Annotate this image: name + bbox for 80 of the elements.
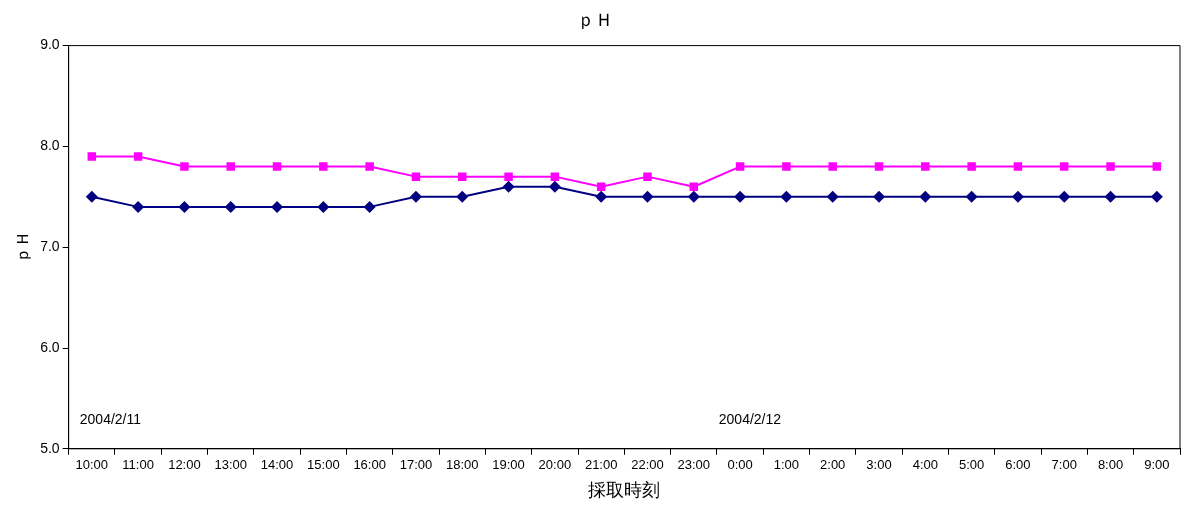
x-tick-label: 10:00: [75, 457, 109, 473]
point: [178, 200, 191, 213]
point: [85, 190, 98, 203]
chart-title: ｐＨ: [577, 9, 613, 30]
point: [456, 190, 469, 203]
y-tick-label: 7.0: [40, 238, 60, 255]
point: [595, 190, 608, 203]
point: [317, 200, 330, 213]
x-tick-label: 7:00: [1051, 457, 1077, 473]
point: [735, 162, 745, 171]
x-tick-label: 23:00: [677, 457, 711, 473]
point: [504, 172, 513, 181]
annotation: 2004/2/11: [79, 411, 142, 428]
x-tick-label: 20:00: [538, 457, 572, 473]
point: [224, 200, 237, 213]
point: [874, 162, 884, 171]
x-tick-label: 18:00: [445, 457, 479, 473]
point: [1104, 190, 1117, 203]
point: [133, 152, 143, 161]
x-tick-label: 17:00: [399, 457, 433, 473]
point: [780, 190, 793, 203]
x-tick-label: 19:00: [492, 457, 525, 473]
point: [180, 162, 189, 171]
point: [641, 190, 654, 203]
x-tick-label: 13:00: [214, 457, 248, 473]
y-tick-label: 5.0: [40, 439, 60, 456]
point: [550, 172, 560, 181]
x-tick-label: 9:00: [1144, 457, 1170, 473]
x-tick-label: 6:00: [1005, 457, 1031, 473]
point: [272, 162, 282, 171]
point: [1150, 190, 1163, 203]
x-tick-label: 2:00: [820, 457, 846, 473]
x-tick-label: 1:00: [773, 457, 800, 473]
point: [873, 190, 886, 203]
x-tick-label: 14:00: [260, 457, 294, 473]
x-tick-label: 0:00: [727, 457, 753, 473]
y-tick-label: 6.0: [40, 338, 60, 355]
point: [319, 162, 328, 171]
point: [502, 180, 515, 193]
y-tick-label: 8.0: [40, 137, 60, 154]
point: [643, 172, 652, 181]
point: [548, 180, 561, 193]
point: [1059, 162, 1069, 171]
point: [919, 190, 932, 203]
point: [1152, 162, 1162, 171]
point: [828, 162, 837, 171]
point: [1106, 162, 1115, 171]
x-tick-label: 11:00: [122, 457, 154, 473]
point: [596, 182, 606, 191]
x-tick-label: 3:00: [866, 457, 892, 473]
point: [921, 162, 930, 171]
point: [363, 200, 376, 213]
point: [409, 190, 422, 203]
point: [687, 190, 700, 203]
x-tick-label: 22:00: [631, 457, 664, 473]
annotation: 2004/2/12: [718, 411, 782, 428]
point: [967, 162, 976, 171]
point: [689, 182, 699, 191]
point: [365, 162, 374, 171]
point: [1011, 190, 1024, 203]
y-tick-label: 9.0: [40, 36, 60, 53]
x-tick-label: 5:00: [958, 457, 985, 473]
point: [782, 162, 791, 171]
point: [1013, 162, 1023, 171]
x-axis-title: 採取時刻: [588, 480, 661, 501]
x-tick-label: 16:00: [353, 457, 386, 473]
point: [826, 190, 839, 203]
x-tick-label: 15:00: [307, 457, 340, 473]
point: [226, 162, 235, 171]
y-axis-title: ｐＨ: [14, 231, 32, 264]
x-tick-label: 12:00: [168, 457, 201, 473]
x-tick-label: 8:00: [1097, 457, 1124, 473]
x-tick-label: 4:00: [912, 457, 938, 473]
point: [734, 190, 747, 203]
point: [411, 172, 421, 181]
x-tick-label: 21:00: [584, 457, 618, 473]
point: [458, 172, 467, 181]
point: [965, 190, 978, 203]
point: [87, 152, 97, 161]
point: [1058, 190, 1071, 203]
